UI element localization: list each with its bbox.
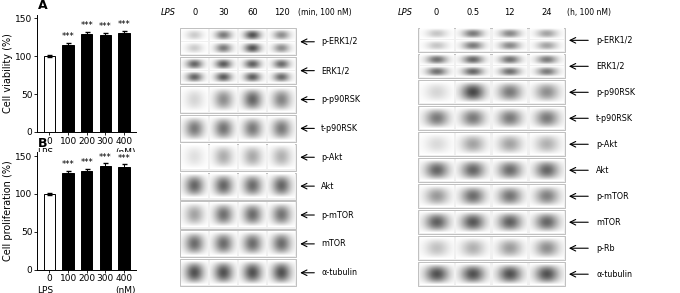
Text: LPS: LPS <box>398 8 413 17</box>
Text: ***: *** <box>118 20 131 29</box>
Bar <box>81 171 92 270</box>
Text: p-Akt: p-Akt <box>321 153 343 162</box>
Text: B: B <box>38 137 48 150</box>
Text: LPS: LPS <box>37 149 54 157</box>
Text: ***: *** <box>62 160 75 169</box>
Text: p-mTOR: p-mTOR <box>596 192 629 201</box>
Text: ***: *** <box>99 153 112 162</box>
Bar <box>118 167 130 270</box>
Bar <box>99 166 111 270</box>
Text: p-mTOR: p-mTOR <box>321 210 354 219</box>
Text: ERK1/2: ERK1/2 <box>596 62 625 71</box>
Y-axis label: Cell viability (%): Cell viability (%) <box>3 33 12 113</box>
Text: p-ERK1/2: p-ERK1/2 <box>596 36 632 45</box>
Text: p-ERK1/2: p-ERK1/2 <box>321 37 358 46</box>
Text: A: A <box>38 0 48 12</box>
Bar <box>81 34 92 132</box>
Text: (nM): (nM) <box>116 149 136 157</box>
Bar <box>99 35 111 132</box>
Text: 0: 0 <box>192 8 197 17</box>
Text: 60: 60 <box>248 8 258 17</box>
Text: p-Rb: p-Rb <box>596 244 615 253</box>
Text: (h, 100 nM): (h, 100 nM) <box>567 8 611 17</box>
Text: t-p90RSK: t-p90RSK <box>596 114 633 123</box>
Bar <box>44 56 55 132</box>
Text: Akt: Akt <box>596 166 609 175</box>
Text: ***: *** <box>118 154 131 163</box>
Text: 0.5: 0.5 <box>466 8 480 17</box>
Text: (min, 100 nM): (min, 100 nM) <box>299 8 352 17</box>
Text: (nM): (nM) <box>116 286 136 293</box>
Text: ERK1/2: ERK1/2 <box>321 66 350 75</box>
Text: α-tubulin: α-tubulin <box>321 268 357 277</box>
Bar <box>118 33 130 132</box>
Text: mTOR: mTOR <box>321 239 346 248</box>
Text: Akt: Akt <box>321 182 335 191</box>
Text: LPS: LPS <box>37 286 54 293</box>
Text: p-p90RSK: p-p90RSK <box>596 88 635 97</box>
Y-axis label: Cell proliferation (%): Cell proliferation (%) <box>3 161 12 261</box>
Text: α-tubulin: α-tubulin <box>596 270 632 279</box>
Text: p-p90RSK: p-p90RSK <box>321 95 360 104</box>
Text: 0: 0 <box>434 8 439 17</box>
Text: mTOR: mTOR <box>596 218 621 227</box>
Text: 12: 12 <box>505 8 515 17</box>
Text: ***: *** <box>99 22 112 31</box>
Text: t-p90RSK: t-p90RSK <box>321 124 358 133</box>
Bar <box>44 194 55 270</box>
Text: ***: *** <box>80 21 93 30</box>
Text: p-Akt: p-Akt <box>596 140 617 149</box>
Bar <box>63 173 74 270</box>
Text: 24: 24 <box>541 8 551 17</box>
Bar <box>63 45 74 132</box>
Text: 30: 30 <box>218 8 229 17</box>
Text: 120: 120 <box>274 8 290 17</box>
Text: ***: *** <box>80 159 93 168</box>
Text: ***: *** <box>62 32 75 41</box>
Text: LPS: LPS <box>161 8 176 17</box>
